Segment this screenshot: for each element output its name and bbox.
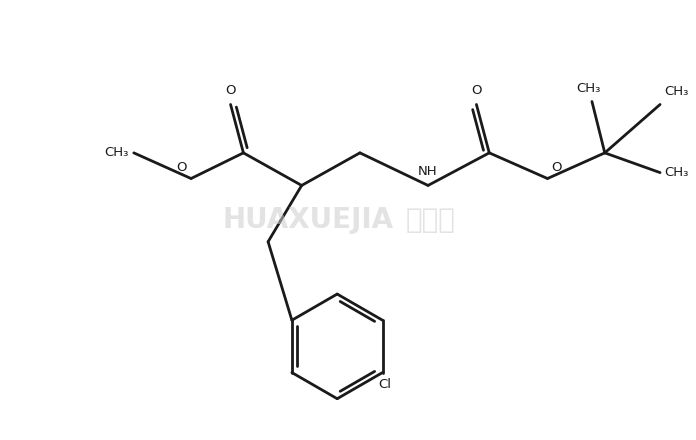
- Text: NH: NH: [418, 165, 438, 178]
- Text: CH₃: CH₃: [664, 84, 688, 98]
- Text: CH₃: CH₃: [664, 166, 688, 179]
- Text: CH₃: CH₃: [104, 147, 129, 159]
- Text: O: O: [177, 161, 187, 174]
- Text: O: O: [551, 161, 562, 174]
- Text: O: O: [471, 84, 482, 96]
- Text: O: O: [226, 84, 236, 96]
- Text: HUAXUEJIA: HUAXUEJIA: [222, 206, 393, 234]
- Text: CH₃: CH₃: [576, 81, 600, 95]
- Text: Cl: Cl: [378, 378, 391, 392]
- Text: 化学加: 化学加: [406, 206, 456, 234]
